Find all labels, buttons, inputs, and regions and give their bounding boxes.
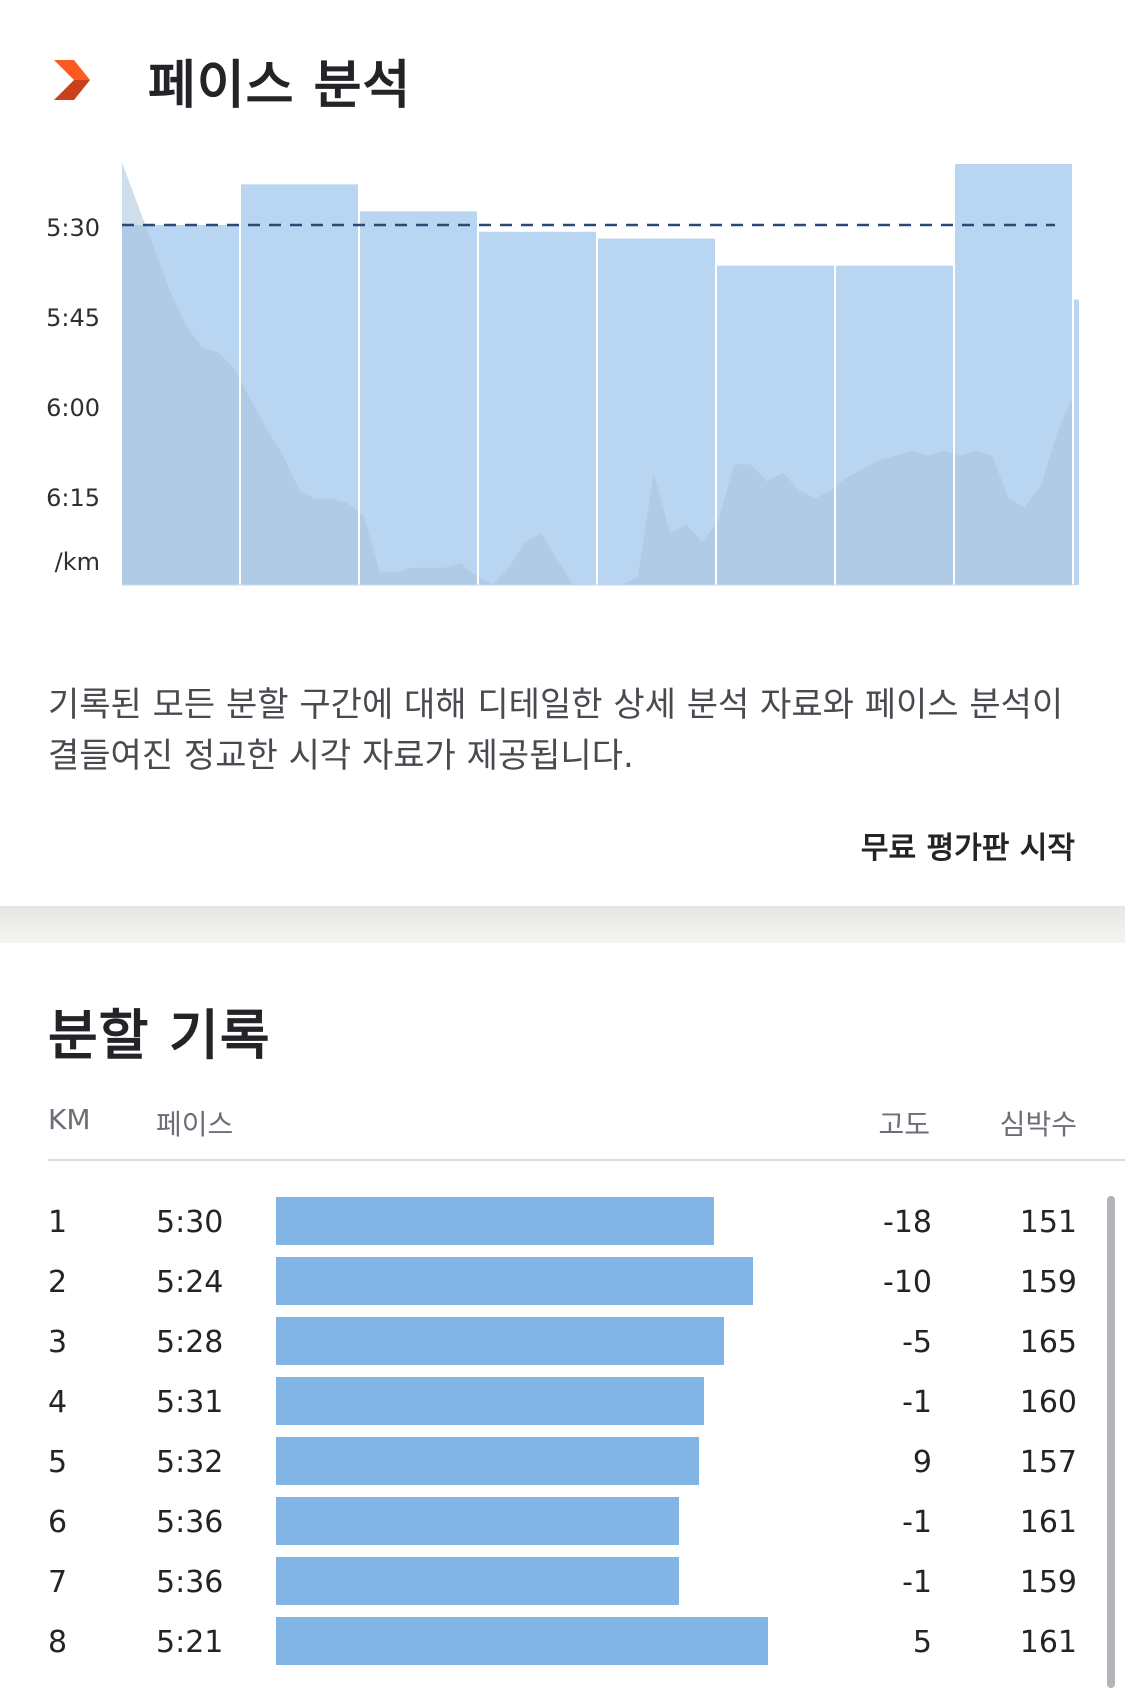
split-km: 3	[48, 1325, 68, 1360]
split-row: 8 5:21 5 161	[0, 1613, 1125, 1673]
elevation-area	[122, 162, 1073, 585]
split-row: 7 5:36 -1 159	[0, 1553, 1125, 1613]
y-tick-label: 5:45	[46, 304, 100, 332]
split-km: 7	[48, 1565, 68, 1600]
split-row: 2 5:24 -10 159	[0, 1253, 1125, 1313]
split-row: 5 5:32 9 157	[0, 1433, 1125, 1493]
split-km: 4	[48, 1385, 68, 1420]
split-elevation: -1	[902, 1565, 932, 1600]
bar-separator	[477, 140, 479, 585]
split-pace: 5:36	[156, 1505, 224, 1540]
pace-analysis-section: 페이스 분석 5:30 5:45 6:00 6:15/km 기록된 모든 분할 구간에…	[40, 40, 1085, 866]
split-heart-rate: 161	[1019, 1625, 1077, 1660]
y-tick-label: 6:15	[46, 484, 100, 512]
heart-rate-column-header: 심박수	[999, 1108, 1077, 1141]
split-elevation: -1	[902, 1505, 932, 1540]
splits-table-header: KM 페이스 고도 심박수	[48, 1103, 1125, 1153]
bar-separator	[358, 140, 360, 585]
split-elevation: -10	[883, 1265, 932, 1300]
split-km: 6	[48, 1505, 68, 1540]
split-pace: 5:30	[156, 1205, 224, 1240]
split-pace: 5:31	[156, 1385, 224, 1420]
split-elevation: 5	[912, 1625, 932, 1660]
orange-chevron-icon	[54, 60, 90, 100]
split-pace-bar	[276, 1437, 700, 1485]
split-heart-rate: 157	[1019, 1445, 1077, 1480]
split-heart-rate: 151	[1019, 1205, 1077, 1240]
splits-section: 분할 기록 KM 페이스 고도 심박수 1 5:30 -18 151 2 5:2…	[0, 943, 1125, 1688]
split-elevation: 9	[912, 1445, 932, 1480]
pace-analysis-header: 페이스 분석	[52, 40, 411, 120]
split-row: 6 5:36 -1 161	[0, 1493, 1125, 1553]
bar-separator	[953, 140, 955, 585]
split-heart-rate: 160	[1019, 1385, 1077, 1420]
split-heart-rate: 159	[1019, 1565, 1077, 1600]
y-unit-label: /km	[55, 548, 100, 576]
y-tick-label: 6:00	[46, 394, 100, 422]
split-elevation: -18	[883, 1205, 932, 1240]
split-row: 4 5:31 -1 160	[0, 1373, 1125, 1433]
pace-chart: 5:30 5:45 6:00 6:15/km	[40, 140, 1085, 640]
split-pace-bar	[276, 1317, 724, 1365]
split-elevation: -1	[902, 1385, 932, 1420]
split-pace-bar	[276, 1197, 714, 1245]
split-pace: 5:21	[156, 1625, 224, 1660]
header-divider	[48, 1159, 1125, 1161]
bar-separator	[1072, 140, 1074, 585]
split-pace-bar	[276, 1617, 768, 1665]
split-pace-bar	[276, 1257, 754, 1305]
pace-analysis-title: 페이스 분석	[148, 55, 412, 116]
elevation-column-header: 고도	[878, 1108, 930, 1141]
bar-separator	[715, 140, 717, 585]
split-km: 1	[48, 1205, 68, 1240]
pace-analysis-description: 기록된 모든 분할 구간에 대해 디테일한 상세 분석 자료와 페이스 분석이 …	[48, 685, 1064, 776]
split-heart-rate: 161	[1019, 1505, 1077, 1540]
split-km: 8	[48, 1625, 68, 1660]
bar-separator	[834, 140, 836, 585]
pace-column-header: 페이스	[156, 1108, 234, 1141]
split-km: 5	[48, 1445, 68, 1480]
split-heart-rate: 165	[1019, 1325, 1077, 1360]
section-divider	[0, 906, 1125, 943]
pace-bar-km-4	[479, 231, 596, 585]
page-scrollbar[interactable]	[1107, 1196, 1115, 1688]
split-pace-bar	[276, 1497, 680, 1545]
split-pace: 5:32	[156, 1445, 224, 1480]
split-pace: 5:36	[156, 1565, 224, 1600]
split-row: 3 5:28 -5 165	[0, 1313, 1125, 1373]
splits-title: 분할 기록	[48, 1004, 271, 1067]
pace-chart-svg: 5:30 5:45 6:00 6:15/km	[46, 140, 1079, 586]
split-pace-bar	[276, 1557, 680, 1605]
bar-separator	[239, 140, 241, 585]
pace-bar-km-9	[1074, 299, 1079, 585]
split-pace: 5:28	[156, 1325, 224, 1360]
split-elevation: -5	[902, 1325, 932, 1360]
split-km: 2	[48, 1265, 68, 1300]
km-column-header: KM	[48, 1103, 91, 1136]
free-trial-link[interactable]: 무료 평가판 시작	[860, 831, 1075, 866]
y-tick-label: 5:30	[46, 214, 100, 242]
split-heart-rate: 159	[1019, 1265, 1077, 1300]
bar-separator	[596, 140, 598, 585]
split-pace: 5:24	[156, 1265, 224, 1300]
split-row: 1 5:30 -18 151	[0, 1193, 1125, 1253]
split-pace-bar	[276, 1377, 705, 1425]
pace-bar-km-3	[360, 211, 477, 585]
